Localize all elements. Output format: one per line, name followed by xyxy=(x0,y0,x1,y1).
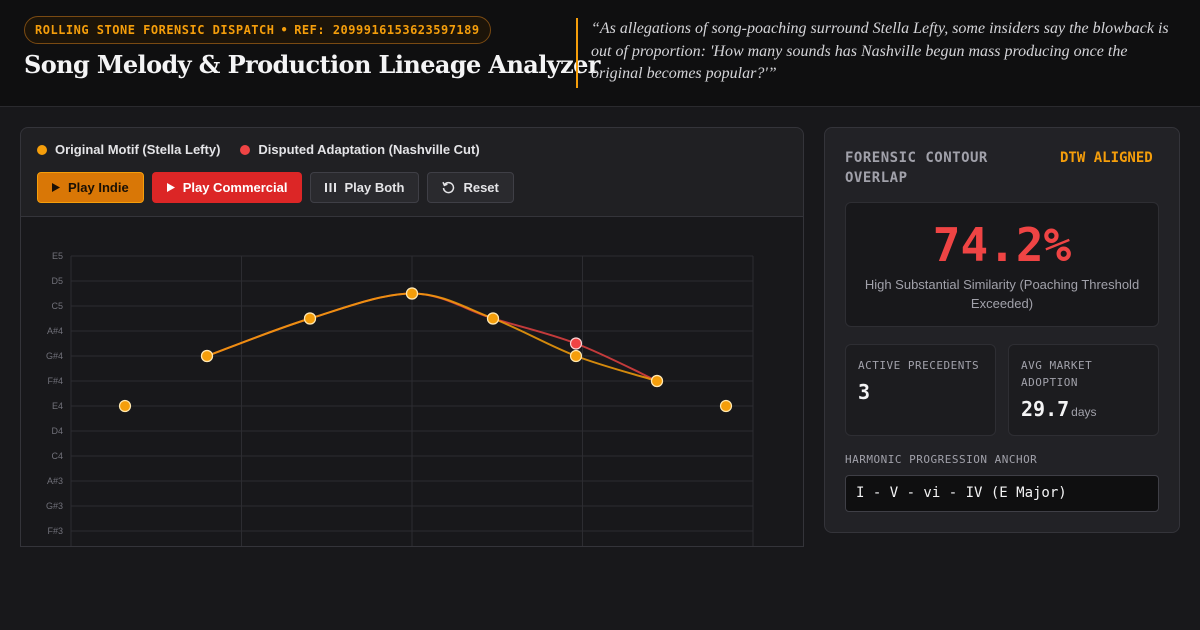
similarity-score: 74.2% xyxy=(932,218,1072,272)
adoption-value: 29.7 xyxy=(1021,397,1070,421)
play-both-label: Play Both xyxy=(344,180,405,195)
legend-disputed: Disputed Adaptation (Nashville Cut) xyxy=(240,142,480,157)
original-series-line xyxy=(206,292,658,382)
anchor-label: HARMONIC PROGRESSION ANCHOR xyxy=(845,453,1038,466)
original-note-point xyxy=(118,399,132,413)
play-commercial-label: Play Commercial xyxy=(182,180,288,195)
adoption-label: AVG MARKET ADOPTION xyxy=(1021,359,1093,389)
header: ROLLING STONE FORENSIC DISPATCH • REF: 209… xyxy=(0,0,1200,107)
original-note-point xyxy=(486,312,500,325)
harmonic-anchor-field[interactable]: I - V - vi - IV (E Major) xyxy=(845,475,1159,512)
badge-publication: ROLLING STONE FORENSIC DISPATCH xyxy=(35,23,275,37)
legend-original-dot xyxy=(37,144,47,155)
melody-plot: E5 D5 C5 A#4 G#4 F#4 E4 D4 C4 A#3 G#3 F#3 xyxy=(21,217,803,546)
play-icon xyxy=(166,183,175,192)
analysis-title: FORENSIC CONTOUR OVERLAP xyxy=(845,150,988,186)
y-tick-label: A#3 xyxy=(47,476,63,486)
melody-panel: Original Motif (Stella Lefty) Disputed A… xyxy=(20,127,804,547)
precedents-stat: ACTIVE PRECEDENTS 3 xyxy=(845,344,996,436)
adoption-unit: days xyxy=(1071,405,1097,419)
y-tick-label: D5 xyxy=(51,276,63,286)
play-commercial-button[interactable]: Play Commercial xyxy=(151,172,303,203)
precedents-value: 3 xyxy=(858,380,871,404)
playback-controls: Play Indie Play Commercial Play Both Res… xyxy=(37,172,514,203)
panel-divider xyxy=(21,216,803,217)
y-tick-label: G#4 xyxy=(46,351,63,361)
disputed-series-line xyxy=(206,292,658,382)
page-title: Song Melody & Production Lineage Analyze… xyxy=(24,50,600,79)
adoption-stat: AVG MARKET ADOPTION 29.7 days xyxy=(1008,344,1159,436)
legend-disputed-label: Disputed Adaptation (Nashville Cut) xyxy=(258,142,480,157)
y-tick-label: A#4 xyxy=(47,326,63,336)
dtw-tag: DTW ALIGNED xyxy=(1060,150,1153,166)
y-tick-label: F#4 xyxy=(47,376,63,386)
analysis-panel: FORENSIC CONTOUR OVERLAP DTW ALIGNED 74.… xyxy=(824,127,1180,533)
original-note-point xyxy=(650,374,664,388)
disputed-note-point xyxy=(569,337,583,350)
chart-legend: Original Motif (Stella Lefty) Disputed A… xyxy=(37,142,480,157)
play-both-button[interactable]: Play Both xyxy=(310,172,420,203)
y-tick-label: F#3 xyxy=(47,526,63,536)
similarity-score-box: 74.2% High Substantial Similarity (Poach… xyxy=(845,202,1159,327)
original-note-point xyxy=(719,399,733,413)
precedents-label: ACTIVE PRECEDENTS xyxy=(858,359,980,372)
y-tick-label: D4 xyxy=(51,426,63,436)
play-indie-button[interactable]: Play Indie xyxy=(37,172,144,203)
legend-disputed-dot xyxy=(240,144,251,155)
melody-contour-chart: E5 D5 C5 A#4 G#4 F#4 E4 D4 C4 A#3 G#3 F#3 xyxy=(46,251,754,546)
pull-quote: “As allegations of song-poaching surroun… xyxy=(576,18,1176,88)
y-tick-label: C5 xyxy=(51,301,63,311)
original-note-point xyxy=(303,312,317,325)
legend-original: Original Motif (Stella Lefty) xyxy=(37,142,220,157)
y-tick-label: C4 xyxy=(51,451,63,461)
badge-ref: REF: 2099916153623597189 xyxy=(294,23,480,37)
reset-icon xyxy=(442,181,455,194)
bars-icon xyxy=(325,183,337,192)
play-indie-label: Play Indie xyxy=(68,180,129,195)
badge-separator: • xyxy=(280,23,289,37)
legend-original-label: Original Motif (Stella Lefty) xyxy=(55,142,221,157)
reset-label: Reset xyxy=(463,180,499,195)
y-tick-label: E5 xyxy=(52,251,63,261)
similarity-verdict: High Substantial Similarity (Poaching Th… xyxy=(864,277,1140,311)
original-note-point xyxy=(569,349,583,363)
original-note-point xyxy=(200,349,214,363)
play-icon xyxy=(52,183,60,192)
adoption-value-row: 29.7 days xyxy=(1021,397,1146,421)
original-note-point xyxy=(405,287,419,300)
y-tick-label: G#3 xyxy=(46,501,63,511)
publication-badge: ROLLING STONE FORENSIC DISPATCH • REF: 209… xyxy=(24,16,491,44)
reset-button[interactable]: Reset xyxy=(427,172,514,203)
y-tick-label: E4 xyxy=(52,401,63,411)
